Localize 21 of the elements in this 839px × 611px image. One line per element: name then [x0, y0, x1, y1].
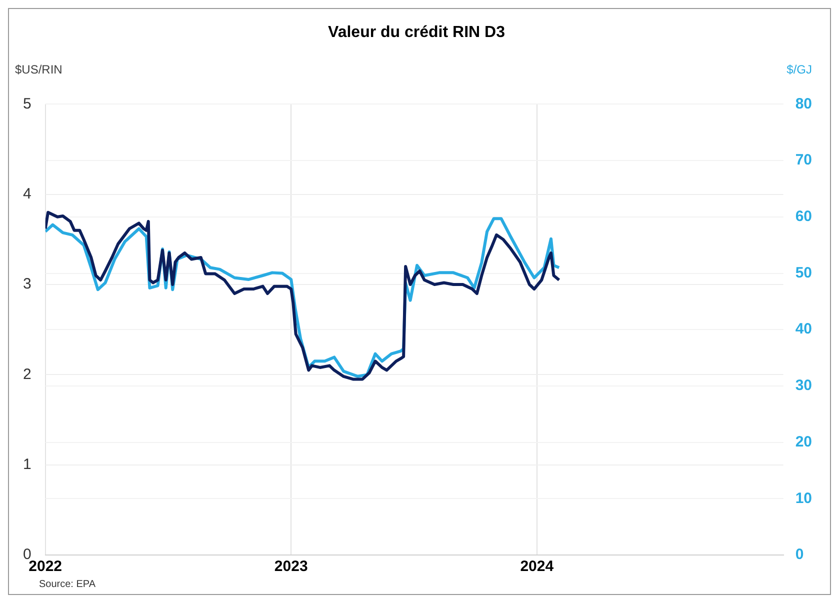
y-axis-title: $US/RIN: [15, 62, 62, 77]
y2-tick-label: 50: [795, 264, 812, 282]
y2-tick-label: 70: [795, 152, 812, 169]
y-tick-label: 3: [23, 276, 32, 293]
y2-tick-label: 10: [795, 490, 812, 507]
chart-title: Valeur du crédit RIN D3: [328, 24, 506, 42]
source-note: Source: EPA: [38, 579, 97, 592]
y-tick-label: 4: [23, 186, 32, 202]
y2-tick-label: 30: [795, 377, 812, 394]
x-tick-label: 2024: [520, 558, 554, 576]
y2-tick-label: 20: [795, 433, 812, 450]
y2-tick-label: 0: [795, 546, 804, 564]
y2-tick-label: 60: [795, 208, 812, 226]
y2-axis-title: $/GJ: [786, 62, 812, 77]
y-tick-label: 5: [23, 95, 32, 112]
y-tick-label: 2: [23, 366, 32, 383]
x-tick-label: 2022: [28, 558, 62, 576]
y2-tick-label: 80: [795, 95, 812, 112]
y2-tick-label: 40: [795, 320, 812, 338]
y-tick-label: 1: [23, 456, 32, 473]
x-tick-label: 2023: [274, 558, 308, 576]
